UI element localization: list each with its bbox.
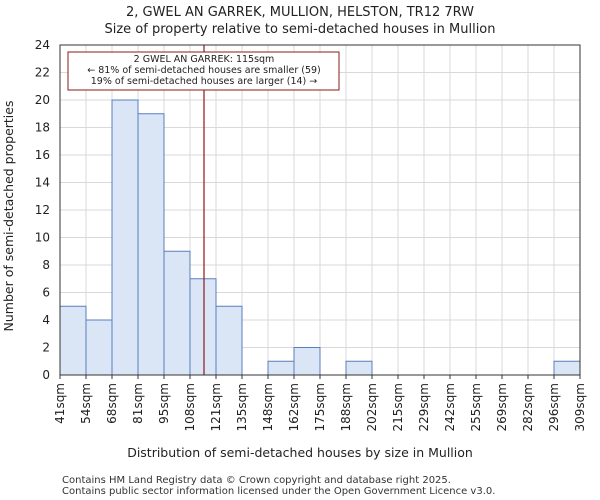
x-tick-label: 148sqm [261,383,275,431]
x-tick-label: 215sqm [391,383,405,431]
y-axis-label: Number of semi-detached properties [1,101,16,332]
x-tick-label: 121sqm [209,383,223,431]
annotation-border [67,51,340,91]
y-tick-label: 10 [35,231,50,245]
x-tick-labels: 41sqm 54sqm 68sqm 81sqm 95sqm 108sqm 121sqm 135… [53,383,587,431]
annotation-larger: 19% of semi-detached houses are larger (… [91,76,318,87]
y-tick-label: 16 [35,148,50,162]
y-tick-label: 6 [42,286,50,300]
y-tick-label: 20 [35,93,50,107]
x-tick-label: 309sqm [573,383,587,431]
bar-95sqm [163,250,191,376]
bar-188sqm [345,360,373,376]
y-tick-label: 0 [42,368,50,382]
annotation-box: 2 GWEL AN GARREK: 115sqm ← 81% of semi-d… [67,51,340,91]
x-tick-label: 242sqm [443,383,457,431]
y-tick-label: 2 [42,341,50,355]
x-tick-label: 135sqm [235,383,249,431]
bar-148sqm [267,360,295,376]
y-tick-label: 22 [35,66,50,80]
bar-162sqm [293,347,321,376]
bar-68sqm [111,99,139,376]
chart-subtitle: Size of property relative to semi-detach… [104,22,495,37]
annotation-smaller: ← 81% of semi-detached houses are smalle… [87,65,321,76]
x-tick-label: 255sqm [469,383,483,431]
annotation-title: 2 GWEL AN GARREK: 115sqm [134,54,275,65]
x-tick-label: 188sqm [339,383,353,431]
bar-296sqm [553,360,581,376]
x-tick-label: 81sqm [131,383,145,424]
x-tick-label: 95sqm [157,383,171,424]
x-tick-label: 54sqm [79,383,93,424]
bar-121sqm [215,305,243,376]
x-tick-label: 296sqm [547,383,561,431]
y-tick-label: 18 [35,121,50,135]
x-tick-label: 282sqm [521,383,535,431]
bar-41sqm [59,305,87,376]
bar-81sqm [137,113,165,376]
x-axis-label: Distribution of semi-detached houses by … [127,445,473,460]
axis-layer [59,44,581,379]
x-tick-label: 162sqm [287,383,301,431]
chart-title: 2, GWEL AN GARREK, MULLION, HELSTON, TR1… [126,5,474,20]
y-tick-label: 24 [35,38,50,52]
footer-copyright: Contains HM Land Registry data © Crown c… [62,475,451,486]
y-tick-label: 4 [42,313,50,327]
footer-licence: Contains public sector information licen… [62,486,495,497]
x-tick-label: 175sqm [313,383,327,431]
x-tick-label: 108sqm [183,383,197,431]
x-tick-label: 41sqm [53,383,67,424]
y-tick-label: 14 [35,176,50,190]
x-tick-label: 229sqm [417,383,431,431]
x-tick-label: 269sqm [495,383,509,431]
y-tick-label: 8 [42,258,50,272]
bar-54sqm [85,319,113,376]
y-tick-label: 12 [35,203,50,217]
x-tick-label: 68sqm [105,383,119,424]
bar-108sqm [189,278,217,376]
x-tick-label: 202sqm [365,383,379,431]
